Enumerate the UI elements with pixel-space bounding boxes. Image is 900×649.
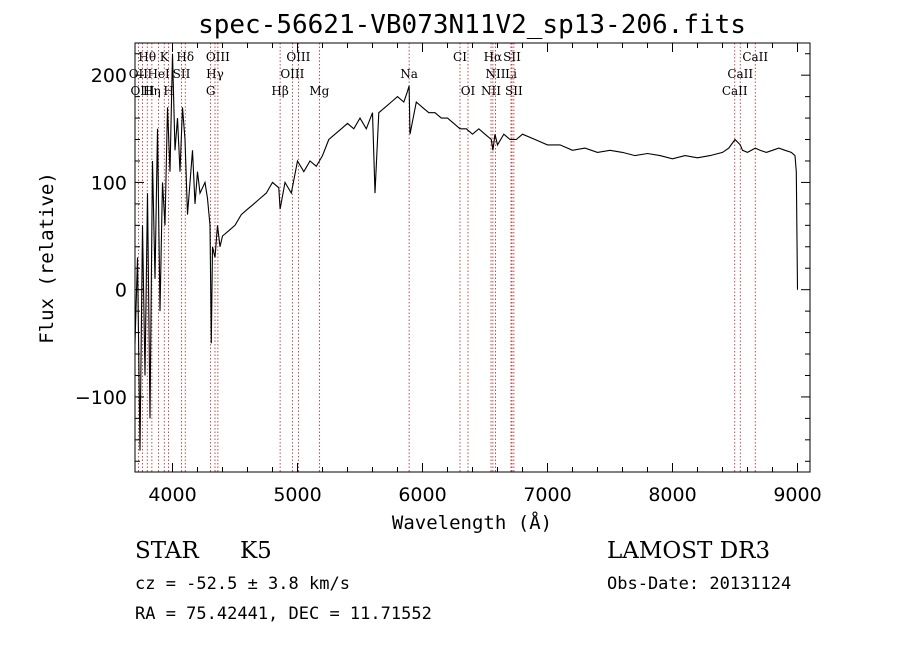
spectrum-line xyxy=(134,53,799,451)
line-marker-label: Hθ xyxy=(138,50,156,64)
x-tick-label: 5000 xyxy=(273,484,321,506)
x-tick-label: 4000 xyxy=(148,484,196,506)
line-marker-label: CI xyxy=(453,50,467,64)
axis-tick-labels: 4000 5000 6000 7000 8000 9000 −100 0 100 200 xyxy=(75,65,822,506)
spectrum-plot: spec-56621-VB073N11V2_sp13-206.fits Hθ K H… xyxy=(36,10,822,534)
line-marker-label: Hγ xyxy=(206,67,224,81)
line-marker-label: OII xyxy=(129,67,149,81)
x-tick-label: 8000 xyxy=(648,484,696,506)
object-class: STAR xyxy=(135,538,199,564)
x-tick-label: 9000 xyxy=(773,484,821,506)
survey-label: LAMOST DR3 xyxy=(607,538,771,564)
chart-title: spec-56621-VB073N11V2_sp13-206.fits xyxy=(198,10,746,40)
line-marker-label: OIII xyxy=(286,50,310,64)
line-marker-label: NII xyxy=(486,67,506,81)
line-marker-label: OIII xyxy=(206,50,230,64)
y-axis-label: Flux (relative) xyxy=(36,172,58,344)
y-tick-label: 0 xyxy=(115,280,127,302)
line-marker-label: Hη xyxy=(143,84,161,98)
emission-line-markers xyxy=(137,43,756,472)
line-marker-label: G xyxy=(206,84,216,98)
line-marker-label: SII xyxy=(173,67,191,81)
line-marker-label: SII xyxy=(505,84,523,98)
redshift-text: cz = -52.5 ± 3.8 km/s xyxy=(135,574,350,594)
object-subclass: K5 xyxy=(240,538,272,564)
axis-ticks xyxy=(135,43,810,472)
y-tick-label: 200 xyxy=(91,65,127,87)
line-marker-label: Li xyxy=(505,67,517,81)
x-tick-label: 7000 xyxy=(523,484,571,506)
line-marker-label: H xyxy=(163,84,173,98)
line-marker-label: K xyxy=(160,50,170,64)
y-tick-label: −100 xyxy=(75,387,127,409)
line-marker-label: CaII xyxy=(727,67,753,81)
line-marker-label: Hβ xyxy=(271,84,288,98)
line-marker-label: OIII xyxy=(130,84,154,98)
line-marker-label: SII xyxy=(503,50,521,64)
line-marker-label: OIII xyxy=(280,67,304,81)
plot-frame xyxy=(134,42,811,473)
line-marker-label: NII xyxy=(481,84,501,98)
line-marker-label: HeI xyxy=(147,67,170,81)
coordinates-text: RA = 75.42441, DEC = 11.71552 xyxy=(135,604,432,624)
x-axis-label: Wavelength (Å) xyxy=(392,511,552,534)
line-marker-label: CaII xyxy=(722,84,748,98)
line-marker-label: Hα xyxy=(484,50,503,64)
x-tick-label: 6000 xyxy=(398,484,446,506)
y-tick-label: 100 xyxy=(91,172,127,194)
spectrum-series xyxy=(134,53,799,451)
line-marker-label: Na xyxy=(400,67,418,81)
line-marker-label: CaII xyxy=(742,50,768,64)
line-marker-label: Mg xyxy=(309,84,329,98)
line-marker-label: Hδ xyxy=(176,50,194,64)
line-marker-label: OI xyxy=(461,84,476,98)
obs-date-text: Obs-Date: 20131124 xyxy=(607,574,792,594)
